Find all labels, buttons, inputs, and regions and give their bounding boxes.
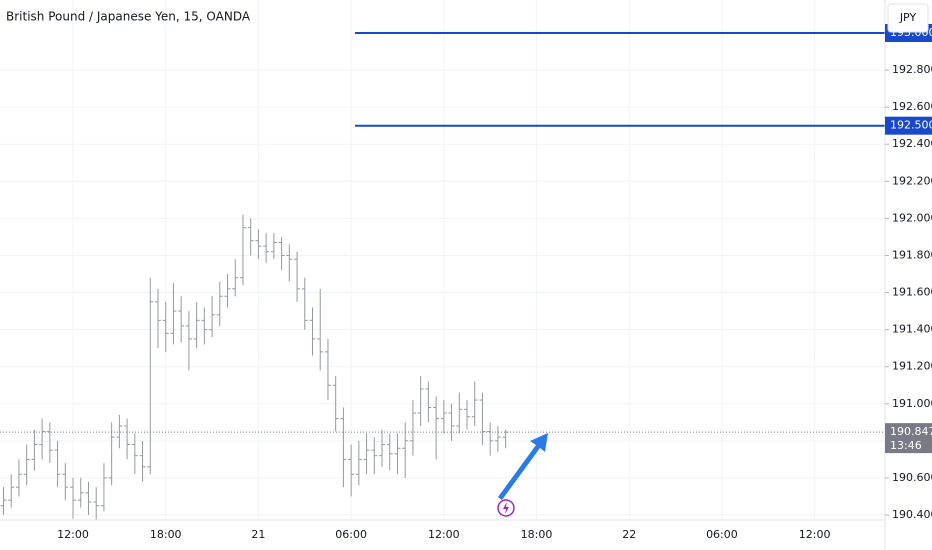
y-tick-label: 190.400 (892, 508, 932, 521)
y-tick-label: 192.800 (892, 63, 932, 76)
x-tick-label: 18:00 (521, 528, 553, 541)
currency-button-box (887, 3, 929, 33)
x-tick-label: 18:00 (150, 528, 182, 541)
x-tick-label: 21 (251, 528, 265, 541)
chart-title: British Pound / Japanese Yen, 15, OANDA (6, 10, 251, 24)
last-price-label: 190.847 (890, 425, 932, 438)
level-label: 192.500 (890, 119, 932, 132)
event-icon-bolt (503, 502, 509, 514)
plot (0, 31, 885, 521)
x-tick-label: 06:00 (706, 528, 738, 541)
y-tick-label: 191.600 (892, 286, 932, 299)
y-tick-label: 191.800 (892, 248, 932, 261)
level-label-box (885, 116, 932, 135)
x-tick-label: 22 (622, 528, 636, 541)
y-tick-label: 191.200 (892, 360, 932, 373)
currency-label: JPY (899, 11, 917, 24)
y-tick-label: 191.000 (892, 397, 932, 410)
y-tick-label: 192.600 (892, 100, 932, 113)
axes: 190.400190.600190.800191.000191.200191.4… (57, 23, 932, 541)
x-tick-label: 12:00 (57, 528, 89, 541)
x-tick-label: 12:00 (799, 528, 831, 541)
grid (0, 0, 885, 520)
x-tick-label: 12:00 (428, 528, 460, 541)
x-tick-label: 06:00 (335, 528, 367, 541)
y-tick-label: 192.200 (892, 174, 932, 187)
arrow-annotation (498, 433, 548, 500)
y-tick-label: 190.600 (892, 471, 932, 484)
y-tick-label: 192.400 (892, 137, 932, 150)
countdown-label: 13:46 (890, 439, 922, 452)
y-tick-label: 191.400 (892, 323, 932, 336)
last-price-box (885, 423, 932, 454)
currency-button[interactable]: JPY (887, 3, 929, 33)
y-tick-label: 192.000 (892, 211, 932, 224)
